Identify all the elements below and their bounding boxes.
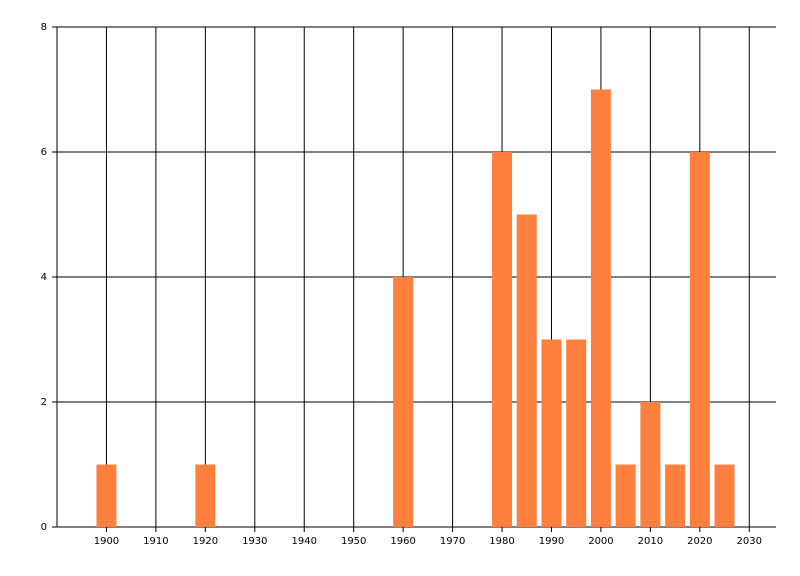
bar — [590, 89, 611, 527]
bar — [516, 214, 537, 527]
bar — [492, 152, 513, 527]
x-tick-label: 1920 — [193, 536, 218, 547]
x-tick-label: 1910 — [143, 536, 168, 547]
y-tick-label: 2 — [41, 397, 47, 408]
bar — [714, 464, 735, 527]
x-tick-label: 2000 — [588, 536, 613, 547]
bar — [689, 152, 710, 527]
x-tick-label: 1990 — [539, 536, 564, 547]
bar — [541, 339, 562, 527]
x-tick-label: 2030 — [737, 536, 762, 547]
y-tick-label: 8 — [41, 22, 47, 33]
x-tick-label: 1970 — [440, 536, 465, 547]
bar — [615, 464, 636, 527]
bar — [393, 277, 414, 527]
y-tick-label: 0 — [41, 522, 47, 533]
x-tick-label: 1950 — [341, 536, 366, 547]
x-tick-label: 1960 — [390, 536, 415, 547]
x-tick-label: 1980 — [489, 536, 514, 547]
bar — [566, 339, 587, 527]
bar — [195, 464, 216, 527]
x-tick-label: 1900 — [94, 536, 119, 547]
y-tick-label: 6 — [41, 147, 47, 158]
y-tick-label: 4 — [41, 272, 47, 283]
bar — [96, 464, 117, 527]
x-tick-label: 1940 — [292, 536, 317, 547]
x-tick-label: 2020 — [687, 536, 712, 547]
x-tick-label: 1930 — [242, 536, 267, 547]
x-tick-label: 2010 — [638, 536, 663, 547]
bar — [640, 402, 661, 527]
bar — [665, 464, 686, 527]
